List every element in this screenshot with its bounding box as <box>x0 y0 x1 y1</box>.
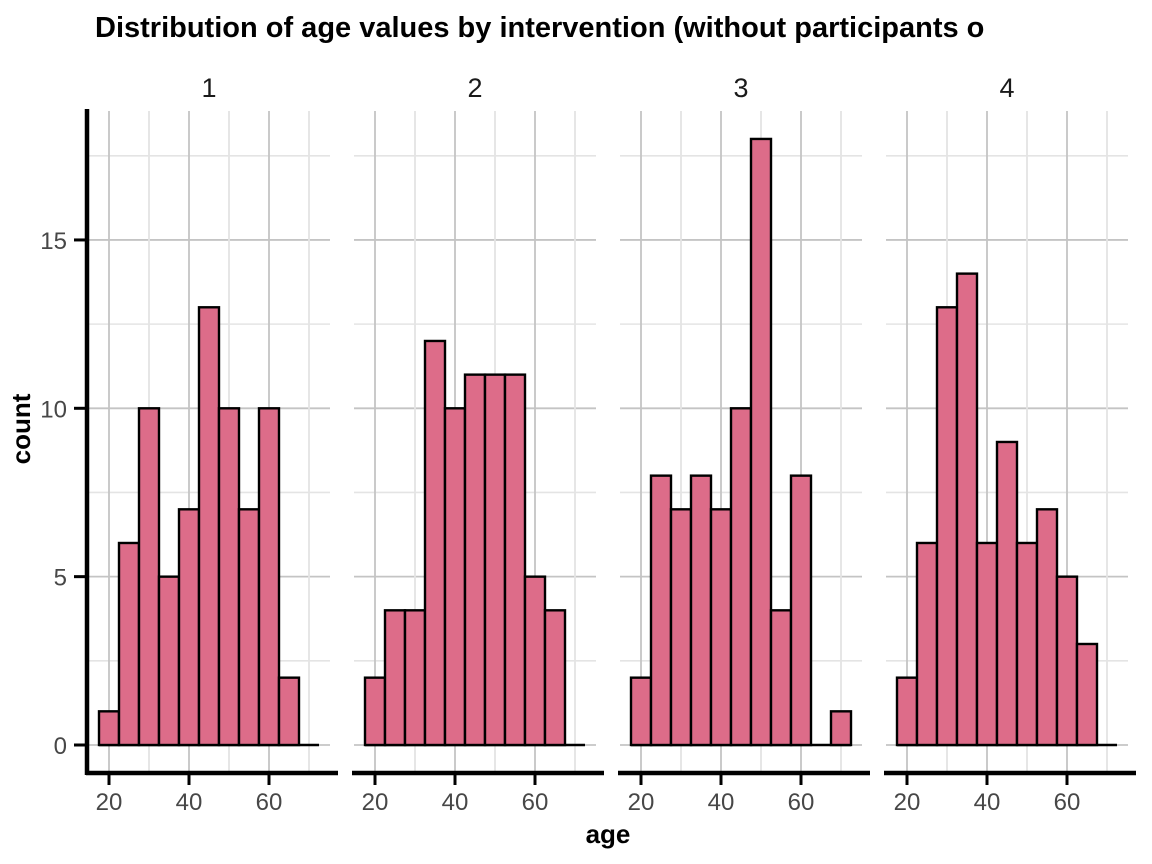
x-tick-label: 60 <box>522 789 549 816</box>
histogram-bar <box>197 306 221 747</box>
histogram-bar <box>363 676 387 747</box>
y-axis-title: count <box>6 393 36 464</box>
facet-strip-label: 2 <box>467 73 482 103</box>
histogram-bar <box>257 407 281 747</box>
y-tick-label: 10 <box>40 396 67 423</box>
histogram-bar <box>1055 575 1079 747</box>
histogram-bar <box>177 508 201 747</box>
histogram-bar <box>523 575 547 747</box>
y-tick-label: 0 <box>54 733 67 760</box>
histogram-bar <box>403 609 427 747</box>
histogram-bar <box>117 541 141 747</box>
x-tick-label: 20 <box>96 789 123 816</box>
histogram-bar <box>749 137 773 747</box>
histogram-bar <box>543 609 567 747</box>
histogram-bar <box>955 272 979 747</box>
histogram-bar <box>915 541 939 747</box>
histogram-bar <box>789 474 813 747</box>
histogram-bar <box>383 609 407 747</box>
histogram-bar <box>423 339 447 747</box>
bars-layer <box>97 137 1117 747</box>
x-tick-label: 40 <box>708 789 735 816</box>
histogram-bar <box>649 474 673 747</box>
histogram-bar <box>277 676 301 747</box>
histogram-bar <box>689 474 713 747</box>
histogram-bar <box>629 676 653 747</box>
facet-strip-label: 4 <box>999 73 1014 103</box>
histogram-bar <box>463 373 487 747</box>
x-tick-label: 20 <box>894 789 921 816</box>
histogram-bar <box>975 541 999 747</box>
histogram-bar <box>829 710 853 747</box>
x-tick-label: 40 <box>974 789 1001 816</box>
histogram-bar <box>217 407 241 747</box>
histogram-bar <box>503 373 527 747</box>
histogram-bar <box>669 508 693 747</box>
histogram-bar <box>935 306 959 747</box>
histogram-bar <box>1035 508 1059 747</box>
y-tick-label: 5 <box>54 565 67 592</box>
x-tick-label: 60 <box>1054 789 1081 816</box>
histogram-bar <box>483 373 507 747</box>
histogram-bar <box>769 609 793 747</box>
histogram-bar <box>97 710 121 747</box>
histogram-bar <box>995 440 1019 747</box>
histogram-bar <box>729 407 753 747</box>
x-tick-label: 20 <box>362 789 389 816</box>
histogram-bar <box>443 407 467 747</box>
axes-layer <box>74 109 1136 785</box>
y-tick-label: 15 <box>40 228 67 255</box>
histogram-bar <box>895 676 919 747</box>
x-tick-label: 40 <box>176 789 203 816</box>
x-tick-label: 40 <box>442 789 469 816</box>
histogram-bar <box>157 575 181 747</box>
x-tick-label: 20 <box>628 789 655 816</box>
histogram-bar <box>709 508 733 747</box>
histogram-bar <box>1015 541 1039 747</box>
histogram-bar <box>237 508 261 747</box>
x-axis-title: age <box>586 819 631 849</box>
histogram-bar <box>1075 642 1099 747</box>
histogram-bar <box>137 407 161 747</box>
facet-strip-label: 3 <box>733 73 748 103</box>
chart-title: Distribution of age values by interventi… <box>95 12 985 44</box>
x-tick-label: 60 <box>256 789 283 816</box>
facet-strip-label: 1 <box>201 73 216 103</box>
x-tick-label: 60 <box>788 789 815 816</box>
